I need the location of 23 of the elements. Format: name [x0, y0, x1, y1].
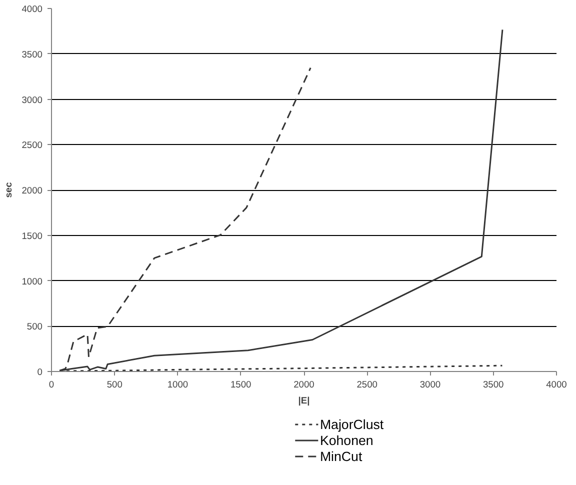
- y-axis-title: sec: [4, 182, 14, 198]
- x-tick-label: 3500: [483, 380, 504, 390]
- y-tick-label: 2500: [22, 140, 43, 150]
- legend-label: MinCut: [320, 449, 362, 464]
- x-tick-label: 3000: [420, 380, 441, 390]
- x-tick-label: 4000: [546, 380, 567, 390]
- y-tick-label: 1000: [22, 276, 43, 286]
- x-tick-label: 0: [48, 380, 54, 390]
- y-tick-label: 500: [26, 322, 43, 332]
- x-tick-label: 1500: [230, 380, 252, 390]
- legend-label: MajorClust: [320, 417, 384, 432]
- x-axis-title: |E|: [298, 396, 310, 406]
- x-tick-label: 1000: [167, 380, 188, 390]
- y-tick-label: 2000: [22, 186, 43, 196]
- y-tick-label: 1500: [22, 230, 43, 241]
- x-tick-label: 2500: [356, 380, 378, 390]
- y-tick-label: 0: [37, 367, 43, 377]
- legend-label: Kohonen: [320, 433, 374, 448]
- x-tick-label: 500: [106, 380, 122, 390]
- x-tick-label: 2000: [294, 380, 314, 390]
- y-tick-label: 3500: [22, 49, 43, 60]
- y-tick-label: 3000: [22, 94, 43, 105]
- y-tick-label: 4000: [22, 4, 43, 14]
